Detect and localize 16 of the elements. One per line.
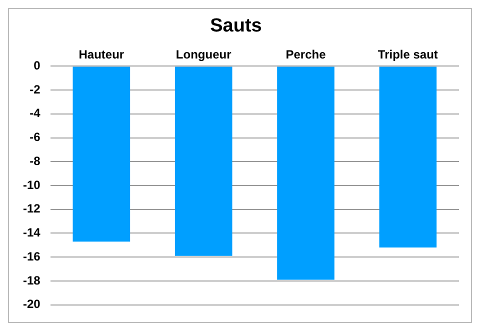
y-tick-label: -16 (23, 249, 41, 264)
y-tick-label: -20 (23, 297, 41, 312)
y-tick-label: -2 (30, 82, 41, 96)
y-tick-label: -10 (23, 178, 41, 192)
y-tick-label: -12 (23, 202, 41, 216)
y-tick-label: -14 (23, 226, 41, 240)
y-tick-label: -8 (30, 154, 41, 168)
x-tick-label: Longueur (176, 47, 232, 62)
chart-title: Sauts (210, 16, 262, 37)
y-tick-label: -18 (23, 273, 41, 288)
x-tick-label: Triple saut (378, 47, 438, 62)
y-tick-label: 0 (34, 58, 41, 73)
y-tick-label: -6 (30, 130, 41, 144)
y-tick-label: -4 (30, 106, 41, 120)
x-tick-label: Perche (286, 47, 326, 62)
x-tick-label: Hauteur (78, 47, 124, 62)
